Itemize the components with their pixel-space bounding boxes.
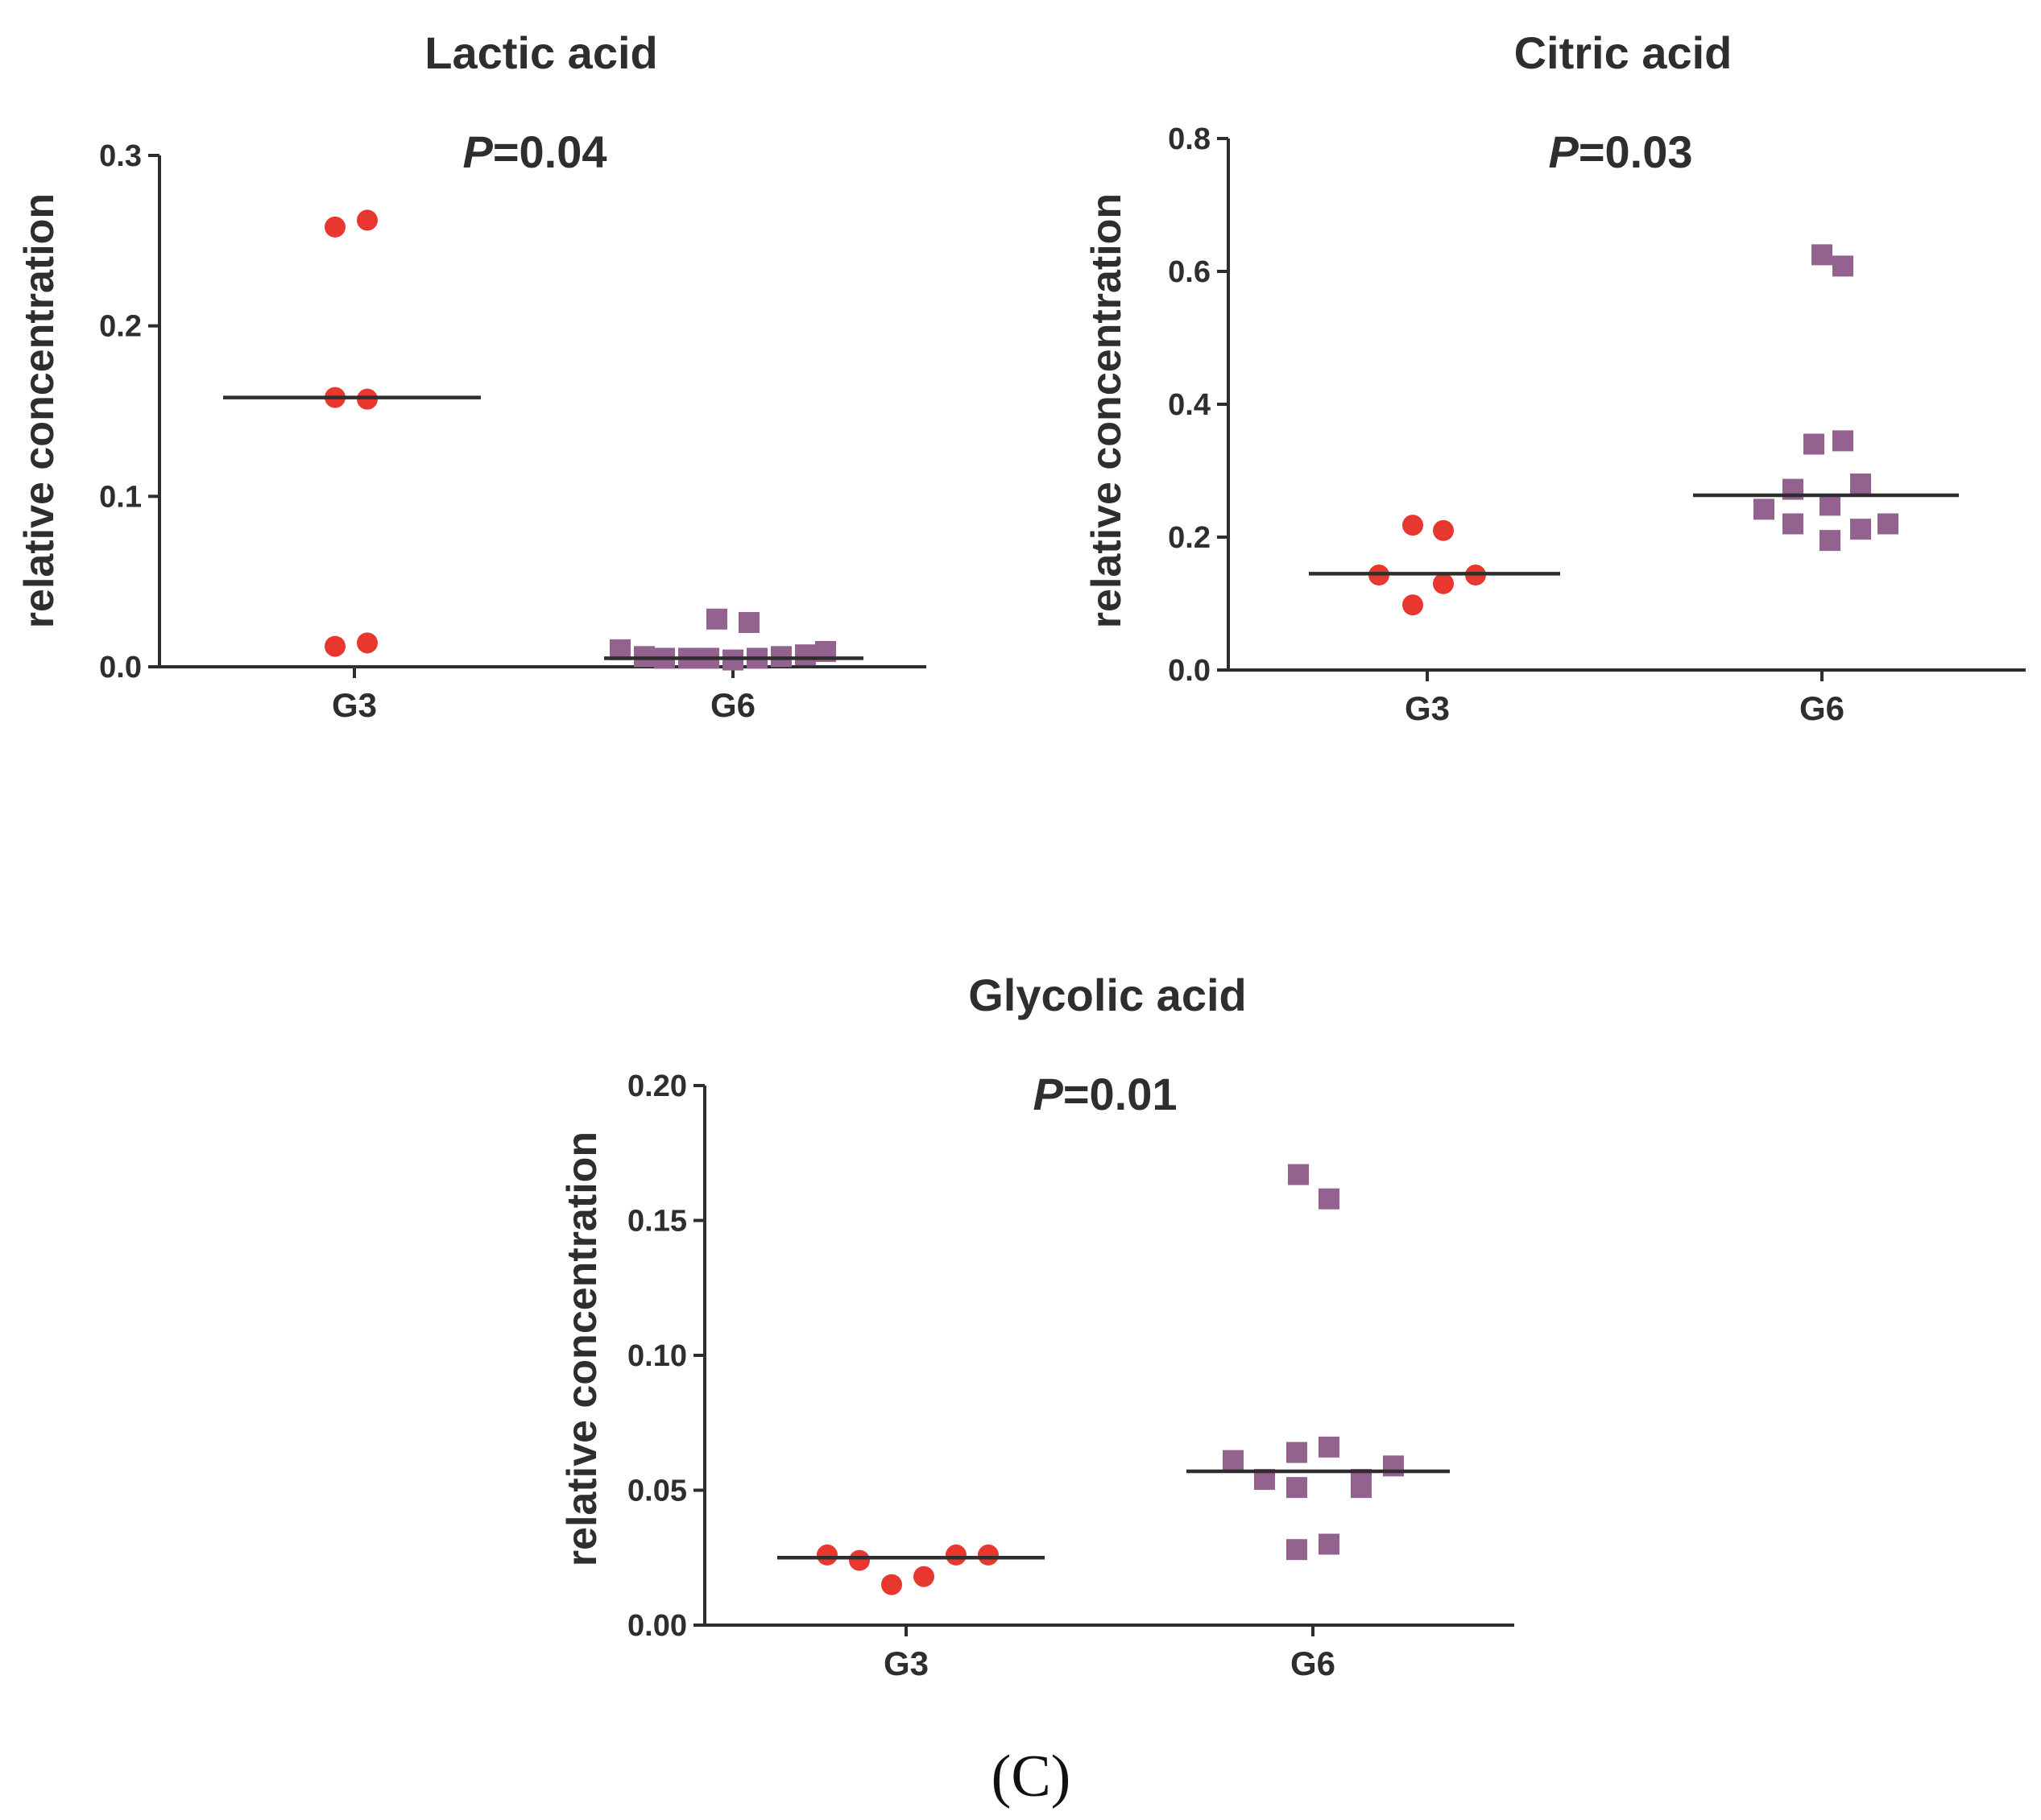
x-tick-label: G3 (332, 686, 377, 724)
y-tick-label: 0.1 (99, 480, 142, 514)
data-point-g6 (1803, 433, 1824, 455)
y-tick-label: 0.05 (627, 1475, 687, 1508)
data-point-g6 (1383, 1455, 1404, 1477)
data-point-g3 (1433, 519, 1454, 541)
p-value: =0.01 (1063, 1069, 1178, 1119)
data-point-g6 (1286, 1539, 1307, 1561)
y-axis-label: relative concentration (16, 193, 63, 628)
data-point-g6 (739, 611, 760, 633)
chart-title: Citric acid (1514, 27, 1733, 78)
y-tick-label: 0.8 (1168, 122, 1211, 156)
data-point-g3 (946, 1544, 967, 1566)
data-point-g3 (325, 216, 346, 238)
data-point-g3 (357, 632, 378, 654)
data-point-g6 (1832, 255, 1853, 277)
y-axis-label: relative concentration (559, 1131, 606, 1566)
data-point-g6 (1288, 1164, 1309, 1185)
y-tick-label: 0.0 (99, 651, 142, 685)
data-point-g3 (817, 1544, 838, 1566)
data-point-g6 (1850, 519, 1871, 540)
data-point-g6 (1850, 474, 1871, 494)
p-symbol: P (462, 126, 493, 177)
y-tick-label: 0.6 (1168, 255, 1211, 289)
x-tick-label: G6 (710, 686, 756, 724)
x-tick-label: G3 (884, 1644, 929, 1682)
data-point-g6 (1811, 244, 1832, 266)
chart-title: Glycolic acid (968, 970, 1247, 1020)
chart-title: Lactic acid (424, 27, 657, 78)
data-point-g6 (1319, 1188, 1339, 1210)
x-tick-label: G6 (1290, 1644, 1335, 1682)
data-point-g6 (1820, 494, 1840, 516)
y-tick-label: 0.10 (627, 1339, 687, 1373)
lactic-acid-chart: Lactic acid P=0.04 relative concentration 0… (16, 27, 926, 724)
data-point-g6 (1286, 1477, 1307, 1499)
data-point-g3 (1433, 573, 1454, 594)
data-point-g6 (1319, 1533, 1339, 1555)
data-point-g6 (1832, 430, 1853, 452)
y-tick-label: 0.0 (1168, 654, 1211, 688)
y-tick-label: 0.2 (99, 310, 142, 344)
data-point-g6 (1223, 1450, 1244, 1471)
data-point-g3 (913, 1566, 934, 1587)
y-tick-label: 0.3 (99, 139, 142, 173)
p-value-label: P=0.04 (462, 126, 607, 177)
y-tick-label: 0.2 (1168, 521, 1211, 555)
data-point-g6 (1782, 513, 1803, 535)
y-tick-label: 0.20 (627, 1069, 687, 1103)
data-point-g3 (881, 1574, 902, 1595)
data-point-g6 (1753, 498, 1774, 520)
data-point-g6 (1877, 513, 1898, 535)
p-symbol: P (1548, 126, 1579, 177)
p-value-label: P=0.03 (1548, 126, 1692, 177)
p-symbol: P (1033, 1069, 1063, 1119)
x-tick-label: G6 (1799, 689, 1844, 727)
y-tick-label: 0.15 (627, 1205, 687, 1239)
p-value-label: P=0.01 (1033, 1069, 1177, 1119)
data-point-g3 (1402, 515, 1423, 536)
data-point-g3 (325, 635, 346, 657)
data-point-g6 (1319, 1436, 1339, 1458)
y-tick-label: 0.4 (1168, 388, 1211, 422)
p-value: =0.03 (1579, 126, 1693, 177)
y-axis-label: relative concentration (1083, 193, 1130, 628)
p-value: =0.04 (493, 126, 607, 177)
y-tick-label: 0.00 (627, 1609, 687, 1643)
data-point-g6 (795, 644, 816, 666)
data-point-g6 (1286, 1442, 1307, 1463)
data-point-g6 (706, 608, 727, 630)
x-tick-label: G3 (1405, 689, 1450, 727)
figure-caption: (C) (992, 1743, 1071, 1810)
data-point-g3 (1402, 594, 1423, 616)
data-point-g3 (978, 1544, 999, 1566)
glycolic-acid-chart: Glycolic acid P=0.01 relative concentratio… (559, 970, 1514, 1682)
data-point-g3 (849, 1549, 870, 1571)
data-point-g6 (1820, 530, 1840, 552)
citric-acid-chart: Citric acid P=0.03 relative concentration 0… (1083, 27, 2026, 727)
data-point-g3 (357, 209, 378, 231)
